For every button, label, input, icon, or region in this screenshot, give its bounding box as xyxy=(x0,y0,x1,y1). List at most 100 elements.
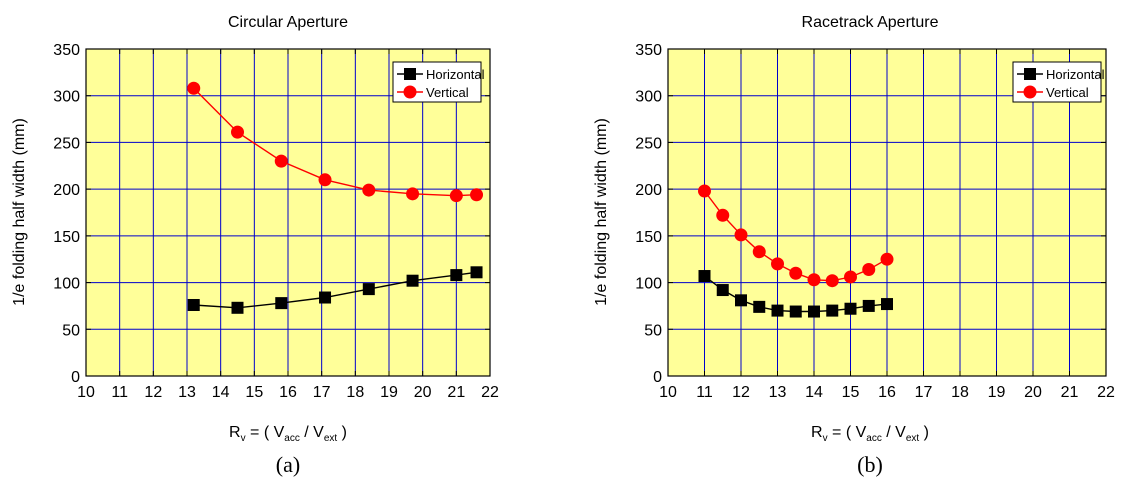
x-tick-label: 20 xyxy=(1024,384,1042,401)
x-tick-label: 22 xyxy=(481,384,499,401)
series-line-vertical xyxy=(193,87,477,197)
data-point-vertical xyxy=(187,81,201,95)
legend-marker-vertical xyxy=(403,85,417,99)
x-tick-label: 21 xyxy=(1061,384,1079,401)
y-tick-label: 150 xyxy=(635,229,662,246)
x-tick-label: 20 xyxy=(414,384,432,401)
axes: 10 11 12 13 14 15 16 17 18 19 20 21 22 0 50 100 150 200 25… xyxy=(635,42,1115,401)
y-tick-label: 200 xyxy=(53,182,80,199)
x-tick-label: 10 xyxy=(77,384,95,401)
y-axis-label: 1/e folding half width (mm) xyxy=(593,118,610,306)
x-label-eq: = ( V xyxy=(246,424,285,441)
data-point-horizontal xyxy=(881,298,893,311)
y-tick-label: 250 xyxy=(635,135,662,152)
x-label-slash: / V xyxy=(882,424,906,441)
data-point-vertical xyxy=(231,125,244,139)
panel-caption: (b) xyxy=(857,452,883,477)
data-point-vertical xyxy=(406,187,420,201)
series-layer xyxy=(698,184,894,318)
data-point-vertical xyxy=(362,183,376,197)
x-axis-label: Rv = ( Vacc / Vext ) xyxy=(229,424,347,444)
data-point-vertical xyxy=(449,189,463,203)
data-point-horizontal xyxy=(275,297,288,310)
x-tick-label: 11 xyxy=(696,384,713,401)
x-label-sub-acc: acc xyxy=(284,433,300,444)
x-tick-label: 18 xyxy=(951,384,969,401)
y-tick-label: 100 xyxy=(53,276,80,293)
y-tick-label: 50 xyxy=(644,322,662,339)
data-point-vertical xyxy=(880,252,894,266)
grid-lines xyxy=(668,49,1106,376)
x-label-main: R xyxy=(811,424,823,441)
chart-panel-circular: Circular Aperture 10 11 12 13 14 15 16 17 18 19 20… xyxy=(11,14,499,477)
data-point-horizontal xyxy=(826,304,839,317)
data-point-vertical xyxy=(716,208,730,222)
data-point-horizontal xyxy=(450,269,463,282)
data-point-vertical xyxy=(274,154,288,168)
axes: 10 11 12 13 14 15 16 17 18 19 20 21 22 0 50 100 150 200 25… xyxy=(53,42,499,401)
x-tick-label: 18 xyxy=(346,384,364,401)
series-line-horizontal xyxy=(193,271,477,309)
series-layer xyxy=(187,81,484,314)
y-axis-label: 1/e folding half width (mm) xyxy=(11,118,28,306)
y-tick-label: 100 xyxy=(635,276,662,293)
legend-label-vertical: Vertical xyxy=(1046,85,1089,100)
data-point-vertical xyxy=(771,257,784,271)
data-point-vertical xyxy=(844,270,857,284)
legend-marker-horizontal xyxy=(404,68,416,80)
y-tick-label: 350 xyxy=(53,42,80,59)
data-point-horizontal xyxy=(470,266,483,279)
x-tick-label: 12 xyxy=(144,384,162,401)
y-tick-label: 150 xyxy=(53,229,80,246)
data-point-vertical xyxy=(825,274,839,288)
legend-marker-horizontal xyxy=(1024,68,1036,80)
legend: Horizontal Vertical xyxy=(1012,61,1105,103)
data-point-horizontal xyxy=(844,302,857,315)
data-point-vertical xyxy=(318,173,332,187)
data-point-vertical xyxy=(470,188,484,202)
data-point-horizontal xyxy=(406,274,419,287)
data-point-horizontal xyxy=(362,283,375,296)
x-tick-label: 19 xyxy=(988,384,1006,401)
x-label-main: R xyxy=(229,424,241,441)
x-tick-label: 15 xyxy=(842,384,860,401)
legend-marker-vertical xyxy=(1023,85,1037,99)
data-point-vertical xyxy=(862,262,876,276)
x-label-eq: = ( V xyxy=(828,424,867,441)
x-tick-label: 21 xyxy=(447,384,465,401)
data-point-horizontal xyxy=(735,294,747,307)
x-tick-label: 19 xyxy=(380,384,398,401)
data-point-vertical xyxy=(752,245,766,259)
x-tick-label: 14 xyxy=(212,384,230,401)
x-tick-label: 17 xyxy=(313,384,331,401)
x-tick-label: 14 xyxy=(805,384,823,401)
data-point-vertical xyxy=(789,266,803,280)
legend-label-horizontal: Horizontal xyxy=(1046,67,1105,82)
x-tick-label: 11 xyxy=(111,384,128,401)
data-point-horizontal xyxy=(808,305,820,318)
x-tick-label: 17 xyxy=(915,384,933,401)
y-tick-label: 300 xyxy=(635,89,662,106)
data-point-horizontal xyxy=(187,298,200,311)
data-point-horizontal xyxy=(698,270,711,283)
y-tick-label: 250 xyxy=(53,135,80,152)
x-label-sub-v: v xyxy=(241,433,246,444)
y-tick-label: 200 xyxy=(635,182,662,199)
x-tick-label: 16 xyxy=(878,384,896,401)
legend: Horizontal Vertical xyxy=(392,61,485,103)
legend-label-vertical: Vertical xyxy=(426,85,469,100)
data-point-horizontal xyxy=(771,304,784,317)
panel-caption: (a) xyxy=(276,452,300,477)
chart-title: Racetrack Aperture xyxy=(802,14,939,31)
data-point-horizontal xyxy=(862,299,875,312)
data-point-horizontal xyxy=(319,291,332,304)
y-tick-label: 350 xyxy=(635,42,662,59)
x-label-close: ) xyxy=(337,424,347,441)
x-tick-label: 16 xyxy=(279,384,297,401)
x-tick-label: 12 xyxy=(732,384,750,401)
x-label-sub-v: v xyxy=(823,433,828,444)
data-point-horizontal xyxy=(789,305,802,318)
x-tick-label: 10 xyxy=(659,384,677,401)
y-tick-label: 300 xyxy=(53,89,80,106)
